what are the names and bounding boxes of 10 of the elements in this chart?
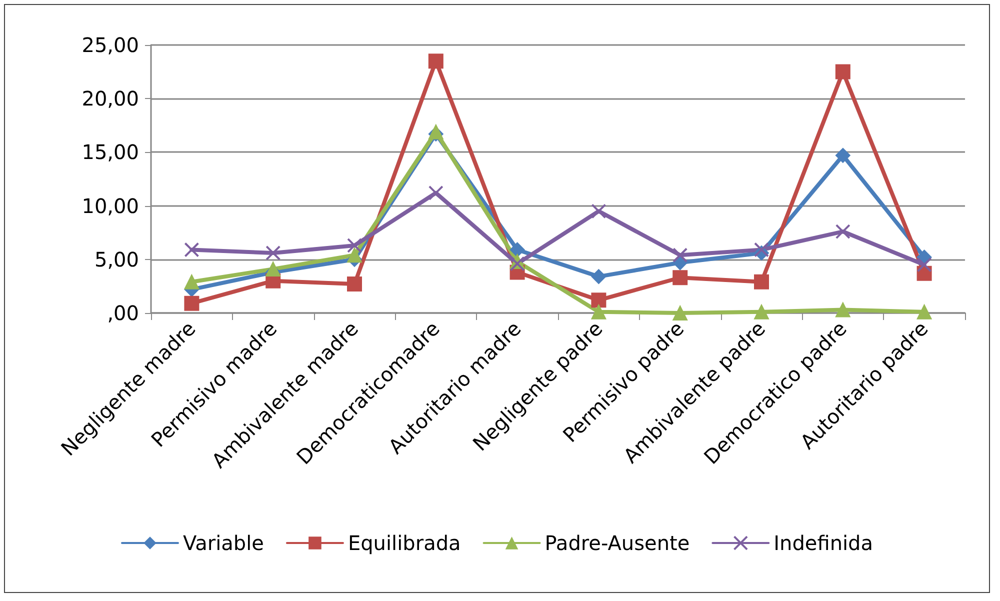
y-tick-label: 10,00 <box>82 194 139 218</box>
legend-label: Indefinida <box>774 531 874 555</box>
y-tick-label: 20,00 <box>82 86 139 111</box>
y-tick-label: 15,00 <box>82 140 139 164</box>
legend-label: Padre-Ausente <box>544 531 690 555</box>
legend-label: Variable <box>182 531 264 555</box>
legend-label: Equilibrada <box>348 531 461 555</box>
y-tick-label: 25,00 <box>82 33 139 57</box>
y-tick-label: ,00 <box>107 301 139 325</box>
y-tick-label: 5,00 <box>94 247 139 272</box>
